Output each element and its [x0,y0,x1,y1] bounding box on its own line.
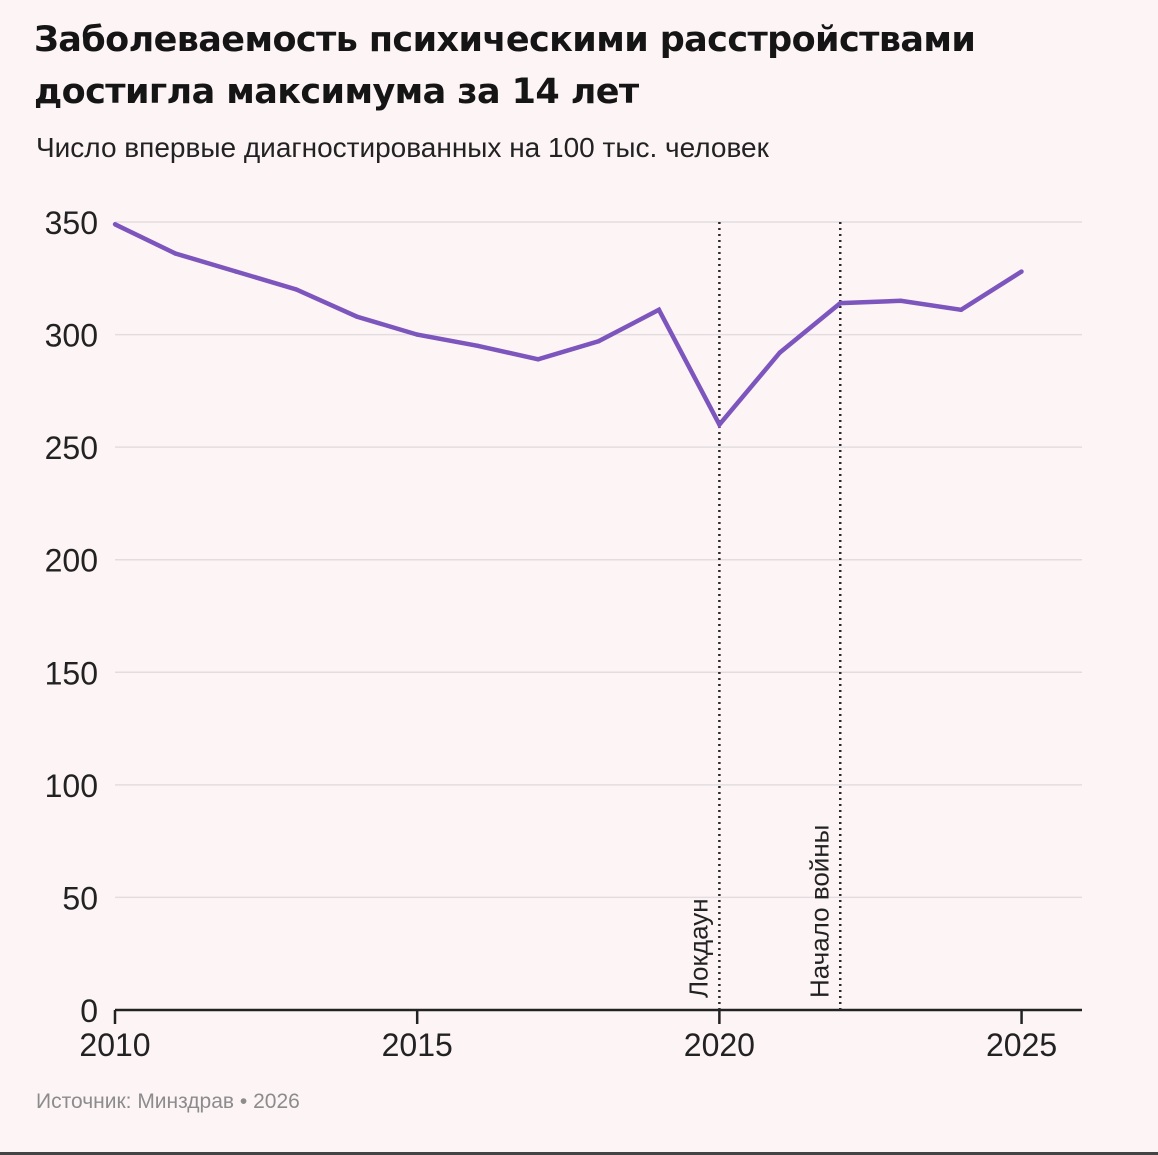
chart-title: Заболеваемость психическими расстройства… [34,20,976,112]
data-point-2023 [898,298,903,303]
data-point-2022 [838,300,843,306]
y-tick-label-50: 50 [62,880,98,916]
x-tick-label-2020: 2020 [684,1027,755,1063]
data-point-2019 [656,307,662,313]
data-point-2024 [958,307,964,313]
series-line-1 [114,222,1023,429]
data-point-2017 [535,357,541,362]
chart-subtitle: Число впервые диагностированных на 100 т… [36,132,769,163]
x-tick-label-2010: 2010 [79,1027,150,1063]
y-tick-label-300: 300 [45,318,98,354]
data-point-2020 [717,422,722,427]
data-point-2025 [1019,269,1024,274]
source-note: Источник: Минздрав • 2026 [36,1090,300,1113]
data-point-2010 [112,222,118,227]
y-tick-label-150: 150 [45,655,98,691]
data-point-2014 [354,314,359,319]
data-point-2021 [777,350,783,355]
data-point-2015 [414,332,420,337]
data-point-2013 [294,287,299,292]
data-point-2016 [475,343,480,349]
y-tick-label-350: 350 [45,205,98,241]
data-point-2012 [233,269,239,274]
x-tick-label-2025: 2025 [986,1027,1057,1063]
data-point-2011 [173,251,178,256]
data-point-2018 [596,339,601,344]
y-tick-label-200: 200 [45,543,98,579]
y-tick-label-250: 250 [45,430,98,466]
annotation-label-2: Начало войны [804,825,834,998]
y-tick-label-0: 0 [80,993,98,1029]
y-tick-label-100: 100 [45,768,98,804]
x-tick-label-2015: 2015 [382,1027,453,1063]
bottom-divider [0,1152,1158,1155]
annotation-label-1: Локдаун [683,898,713,998]
